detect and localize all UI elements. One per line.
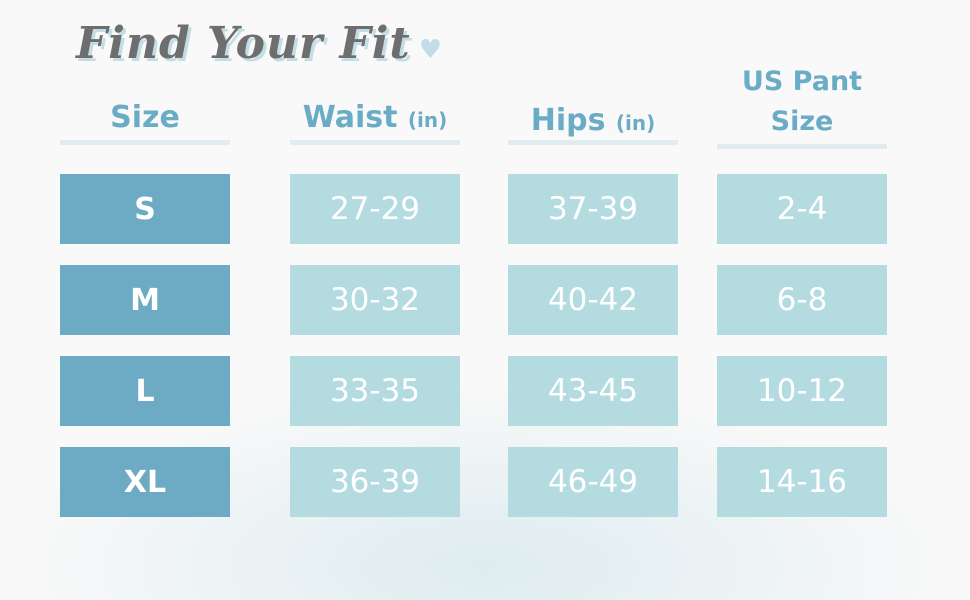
header-hips: Hips (in) (508, 103, 678, 138)
hips-cell: 43-45 (508, 356, 678, 426)
header-label: Size (110, 100, 180, 135)
header-underline (717, 144, 887, 149)
header-underline (60, 140, 230, 145)
header-unit: (in) (407, 108, 448, 132)
page-title: Find Your Fit (76, 18, 411, 69)
header-label: Hips (530, 103, 606, 138)
header-label: Waist (302, 100, 398, 135)
title-area: Find Your Fit ♥ (76, 18, 442, 69)
us-pant-cell: 2-4 (717, 174, 887, 244)
header-underline (508, 140, 678, 145)
us-pant-cell: 10-12 (717, 356, 887, 426)
size-cell: S (60, 174, 230, 244)
header-underline (290, 140, 460, 145)
size-cell: L (60, 356, 230, 426)
hips-cell: 40-42 (508, 265, 678, 335)
header-waist: Waist (in) (290, 100, 460, 135)
header-us-pant-size: US Pant Size (741, 66, 863, 137)
hips-cell: 37-39 (508, 174, 678, 244)
waist-cell: 36-39 (290, 447, 460, 517)
hips-cell: 46-49 (508, 447, 678, 517)
size-cell: XL (60, 447, 230, 517)
waist-cell: 33-35 (290, 356, 460, 426)
us-pant-cell: 14-16 (717, 447, 887, 517)
header-unit: (in) (615, 111, 656, 135)
heart-icon: ♥ (418, 35, 443, 65)
size-cell: M (60, 265, 230, 335)
waist-cell: 30-32 (290, 265, 460, 335)
waist-cell: 27-29 (290, 174, 460, 244)
header-size: Size (60, 100, 230, 135)
us-pant-cell: 6-8 (717, 265, 887, 335)
